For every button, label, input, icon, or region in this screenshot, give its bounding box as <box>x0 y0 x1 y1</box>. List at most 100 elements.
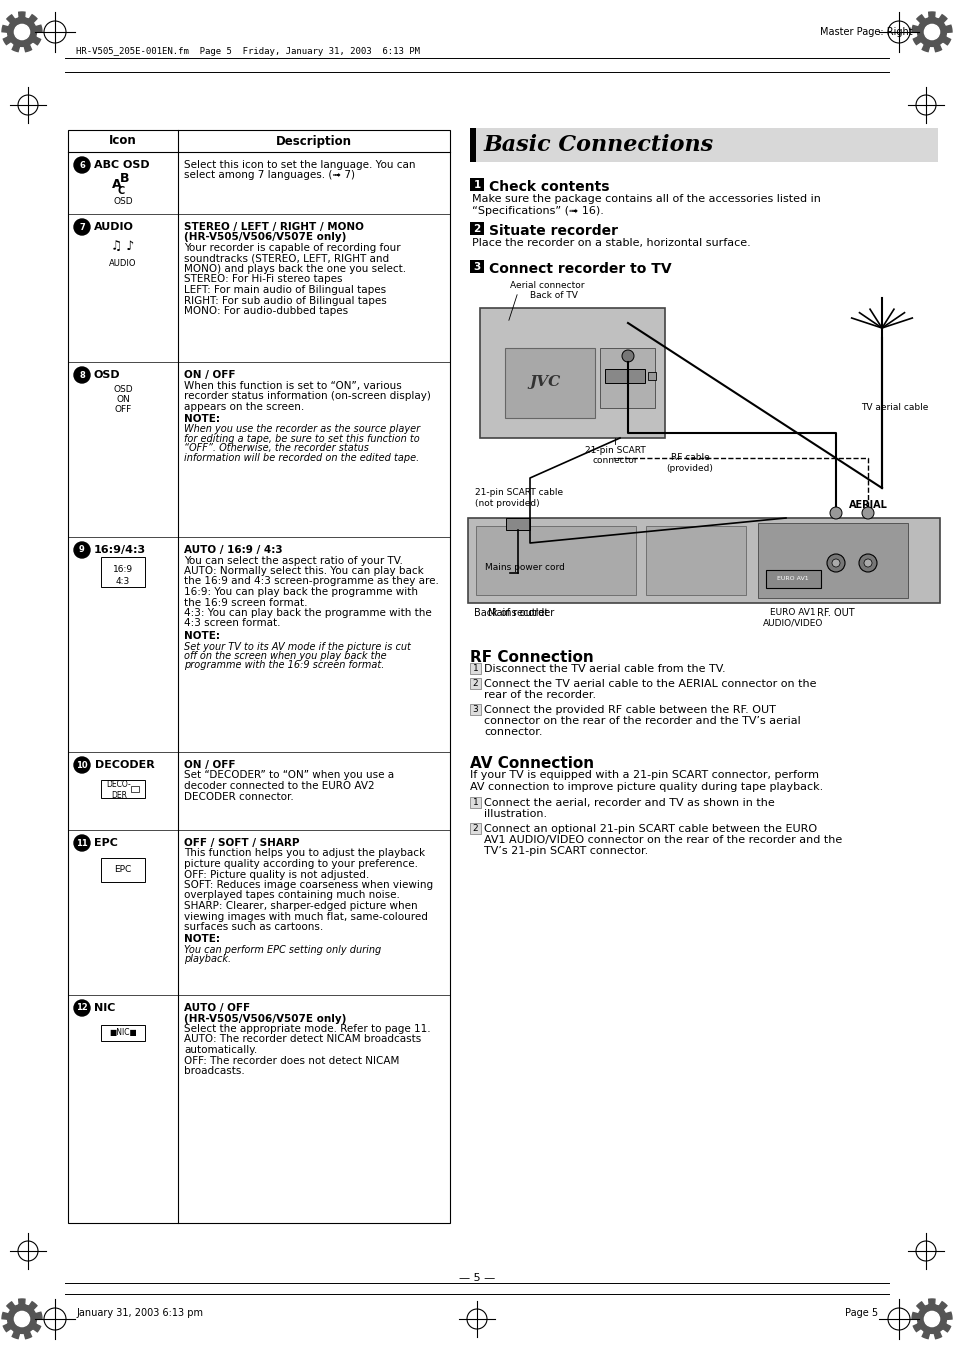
Text: Back of recorder: Back of recorder <box>474 608 554 617</box>
Text: off on the screen when you play back the: off on the screen when you play back the <box>184 651 386 661</box>
Circle shape <box>74 1000 90 1016</box>
Text: RF. OUT: RF. OUT <box>817 608 854 617</box>
Bar <box>470 259 483 273</box>
Circle shape <box>74 542 90 558</box>
Text: picture quality according to your preference.: picture quality according to your prefer… <box>184 859 417 869</box>
Text: 9: 9 <box>79 546 85 554</box>
Text: overplayed tapes containing much noise.: overplayed tapes containing much noise. <box>184 890 399 901</box>
Bar <box>476 526 636 594</box>
Text: rear of the recorder.: rear of the recorder. <box>483 690 596 700</box>
Polygon shape <box>2 1300 42 1339</box>
Bar <box>647 372 656 380</box>
Text: ON: ON <box>116 396 130 404</box>
Text: (HR-V505/V506/V507E only): (HR-V505/V506/V507E only) <box>184 232 346 242</box>
Text: EURO AV1
AUDIO/VIDEO: EURO AV1 AUDIO/VIDEO <box>762 608 822 627</box>
Text: 21-pin SCART cable
(not provided): 21-pin SCART cable (not provided) <box>475 488 562 508</box>
Bar <box>470 128 476 162</box>
Text: — 5 —: — 5 — <box>458 1273 495 1283</box>
Polygon shape <box>911 12 951 51</box>
Bar <box>479 308 664 438</box>
Text: 4:3 screen format.: 4:3 screen format. <box>184 619 280 628</box>
Bar <box>470 128 937 162</box>
Text: DECO-
DER: DECO- DER <box>107 781 132 800</box>
Text: 3: 3 <box>473 262 480 272</box>
Text: 4:3: 4:3 <box>115 577 130 585</box>
Text: “Specifications” (➟ 16).: “Specifications” (➟ 16). <box>472 205 603 216</box>
Text: Check contents: Check contents <box>489 180 609 195</box>
Text: Mains outlet: Mains outlet <box>487 608 548 617</box>
Text: TV’s 21-pin SCART connector.: TV’s 21-pin SCART connector. <box>483 846 648 857</box>
Text: surfaces such as cartoons.: surfaces such as cartoons. <box>184 921 323 932</box>
Circle shape <box>14 1312 30 1327</box>
Text: TV aerial cable: TV aerial cable <box>860 404 927 412</box>
Text: Back of TV: Back of TV <box>530 290 578 300</box>
Text: illustration.: illustration. <box>483 809 547 819</box>
Text: EPC: EPC <box>114 866 132 874</box>
Text: appears on the screen.: appears on the screen. <box>184 401 304 412</box>
Text: AERIAL: AERIAL <box>847 500 886 509</box>
Bar <box>101 858 145 882</box>
Text: 10: 10 <box>76 761 88 770</box>
Text: Set “DECODER” to “ON” when you use a: Set “DECODER” to “ON” when you use a <box>184 770 394 781</box>
Circle shape <box>826 554 844 571</box>
Text: OSD: OSD <box>94 370 120 380</box>
Text: HR-V505_205E-001EN.fm  Page 5  Friday, January 31, 2003  6:13 PM: HR-V505_205E-001EN.fm Page 5 Friday, Jan… <box>76 47 419 57</box>
Bar <box>131 786 139 792</box>
Text: RF Connection: RF Connection <box>470 650 593 665</box>
Text: 2: 2 <box>472 680 477 688</box>
Bar <box>470 678 480 689</box>
Text: 7: 7 <box>79 223 85 231</box>
Text: Master Page: Right: Master Page: Right <box>820 27 912 36</box>
Text: AUTO: Normally select this. You can play back: AUTO: Normally select this. You can play… <box>184 566 423 576</box>
Text: When you use the recorder as the source player: When you use the recorder as the source … <box>184 424 419 435</box>
Text: NIC: NIC <box>94 1002 115 1013</box>
Bar <box>599 349 655 408</box>
Circle shape <box>74 219 90 235</box>
Circle shape <box>74 757 90 773</box>
Polygon shape <box>2 12 42 51</box>
Bar <box>470 704 480 715</box>
Text: AV Connection: AV Connection <box>470 757 594 771</box>
Circle shape <box>74 835 90 851</box>
Text: 2: 2 <box>473 223 480 234</box>
Text: OFF: Picture quality is not adjusted.: OFF: Picture quality is not adjusted. <box>184 870 369 880</box>
Polygon shape <box>911 1300 951 1339</box>
Text: You can perform EPC setting only during: You can perform EPC setting only during <box>184 944 381 955</box>
Text: MONO) and plays back the one you select.: MONO) and plays back the one you select. <box>184 263 406 274</box>
Bar <box>765 570 821 588</box>
Text: OFF: The recorder does not detect NICAM: OFF: The recorder does not detect NICAM <box>184 1055 399 1066</box>
Bar <box>468 517 939 603</box>
Text: Mains power cord: Mains power cord <box>484 563 564 573</box>
Text: SHARP: Clearer, sharper-edged picture when: SHARP: Clearer, sharper-edged picture wh… <box>184 901 417 911</box>
Text: 21-pin SCART
connector: 21-pin SCART connector <box>584 446 644 465</box>
Text: 16:9: You can play back the programme with: 16:9: You can play back the programme wi… <box>184 586 417 597</box>
Text: the 16:9 and 4:3 screen-programme as they are.: the 16:9 and 4:3 screen-programme as the… <box>184 577 438 586</box>
Text: 16:9: 16:9 <box>112 565 132 574</box>
Text: AUTO / 16:9 / 4:3: AUTO / 16:9 / 4:3 <box>184 544 282 555</box>
Text: Connect the TV aerial cable to the AERIAL connector on the: Connect the TV aerial cable to the AERIA… <box>483 680 816 689</box>
Text: STEREO / LEFT / RIGHT / MONO: STEREO / LEFT / RIGHT / MONO <box>184 222 363 232</box>
Text: OFF / SOFT / SHARP: OFF / SOFT / SHARP <box>184 838 299 848</box>
Text: recorder status information (on-screen display): recorder status information (on-screen d… <box>184 390 431 401</box>
Text: automatically.: automatically. <box>184 1046 257 1055</box>
Circle shape <box>862 507 873 519</box>
Text: decoder connected to the EURO AV2: decoder connected to the EURO AV2 <box>184 781 375 790</box>
Text: Connect an optional 21-pin SCART cable between the EURO: Connect an optional 21-pin SCART cable b… <box>483 824 817 834</box>
Bar <box>470 663 480 674</box>
Text: If your TV is equipped with a 21-pin SCART connector, perform: If your TV is equipped with a 21-pin SCA… <box>470 770 818 780</box>
Text: Connect recorder to TV: Connect recorder to TV <box>489 262 671 276</box>
Text: for editing a tape, be sure to set this function to: for editing a tape, be sure to set this … <box>184 434 419 444</box>
Text: 6: 6 <box>79 161 85 169</box>
Text: ON / OFF: ON / OFF <box>184 761 235 770</box>
Text: connector.: connector. <box>483 727 542 738</box>
Text: programme with the 16:9 screen format.: programme with the 16:9 screen format. <box>184 661 384 670</box>
Bar <box>68 130 450 1223</box>
Text: 8: 8 <box>79 370 85 380</box>
Text: playback.: playback. <box>184 955 231 965</box>
Text: AV connection to improve picture quality during tape playback.: AV connection to improve picture quality… <box>470 782 822 792</box>
Circle shape <box>831 559 840 567</box>
Bar <box>505 517 530 530</box>
Text: NOTE:: NOTE: <box>184 631 220 640</box>
Text: Make sure the package contains all of the accessories listed in: Make sure the package contains all of th… <box>472 195 820 204</box>
Text: viewing images with much flat, same-coloured: viewing images with much flat, same-colo… <box>184 912 428 921</box>
